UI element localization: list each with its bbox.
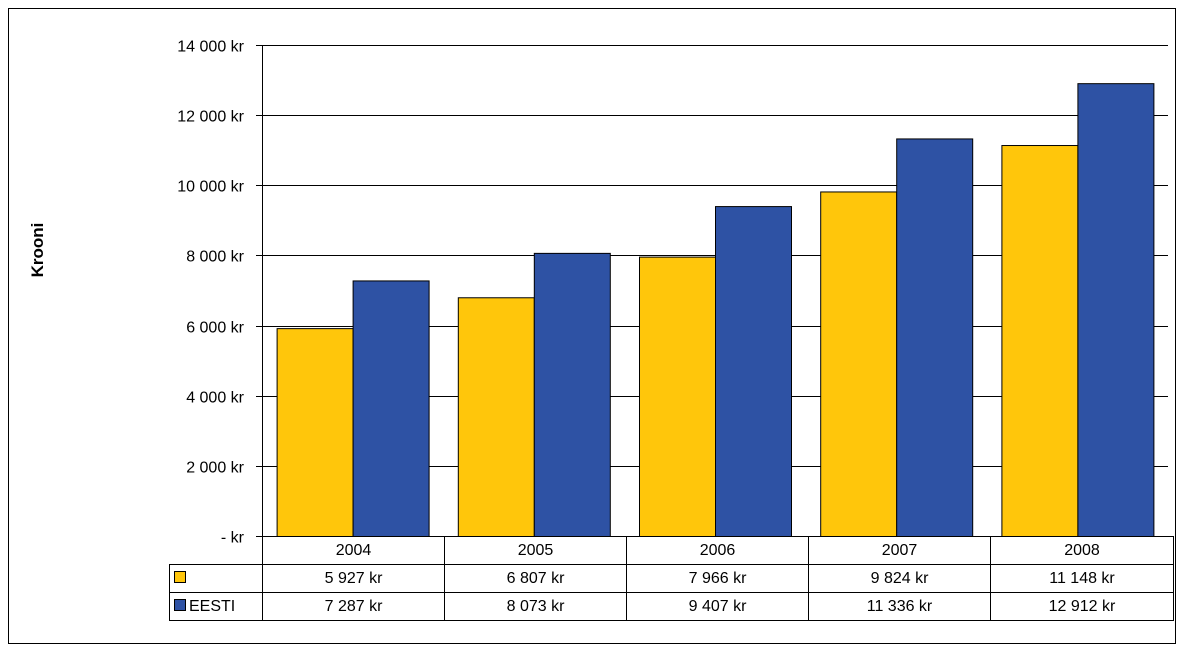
data-label: 9 824 kr — [808, 564, 991, 593]
data-label: 7 287 kr — [262, 592, 445, 621]
legend-label: EESTI — [189, 597, 236, 615]
y-tick-label: 2 000 kr — [186, 460, 244, 477]
y-tick-label: 14 000 kr — [177, 39, 244, 56]
bars — [276, 83, 1155, 538]
category-label: 2004 — [262, 536, 445, 565]
table-header-row: 2004 2005 2006 2007 2008 — [169, 536, 1174, 565]
bar-yellow-series-2007 — [820, 191, 898, 537]
table-corner — [169, 536, 263, 565]
data-label: 11 336 kr — [808, 592, 991, 621]
data-label: 6 807 kr — [444, 564, 627, 593]
bar-yellow-series-2006 — [639, 256, 716, 537]
axes — [256, 45, 263, 537]
bar-eesti-2005 — [533, 252, 611, 538]
bar-eesti-2008 — [1077, 83, 1155, 537]
data-label: 12 912 kr — [990, 592, 1174, 621]
category-label: 2008 — [990, 536, 1174, 565]
table-row-series-2: EESTI 7 287 kr 8 073 kr 9 407 kr 11 336 … — [169, 592, 1174, 621]
bar-yellow-series-2004 — [276, 328, 354, 538]
y-tick-label: 10 000 kr — [177, 179, 244, 196]
data-label: 8 073 kr — [444, 592, 627, 621]
legend-swatch-blue — [174, 599, 186, 612]
bar-eesti-2004 — [352, 280, 430, 538]
bar-eesti-2006 — [715, 206, 792, 537]
legend-swatch-yellow — [174, 571, 186, 584]
bar-yellow-series-2008 — [1001, 145, 1079, 537]
category-label: 2005 — [444, 536, 627, 565]
data-label: 5 927 kr — [262, 564, 445, 593]
y-tick-label: 4 000 kr — [186, 390, 244, 407]
legend-entry-series-2: EESTI — [169, 592, 263, 621]
y-tick-label: 6 000 kr — [186, 320, 244, 337]
y-tick-label: 12 000 kr — [177, 109, 244, 126]
category-label: 2006 — [626, 536, 809, 565]
data-table: 2004 2005 2006 2007 2008 5 927 kr 6 807 … — [169, 536, 1174, 621]
bar-yellow-series-2005 — [457, 297, 535, 538]
data-label: 9 407 kr — [626, 592, 809, 621]
category-label: 2007 — [808, 536, 991, 565]
legend-entry-series-1 — [169, 564, 263, 593]
bar-eesti-2007 — [896, 138, 974, 537]
table-row-series-1: 5 927 kr 6 807 kr 7 966 kr 9 824 kr 11 1… — [169, 564, 1174, 593]
data-label: 11 148 kr — [990, 564, 1174, 593]
y-tick-label: 8 000 kr — [186, 249, 244, 266]
data-label: 7 966 kr — [626, 564, 809, 593]
